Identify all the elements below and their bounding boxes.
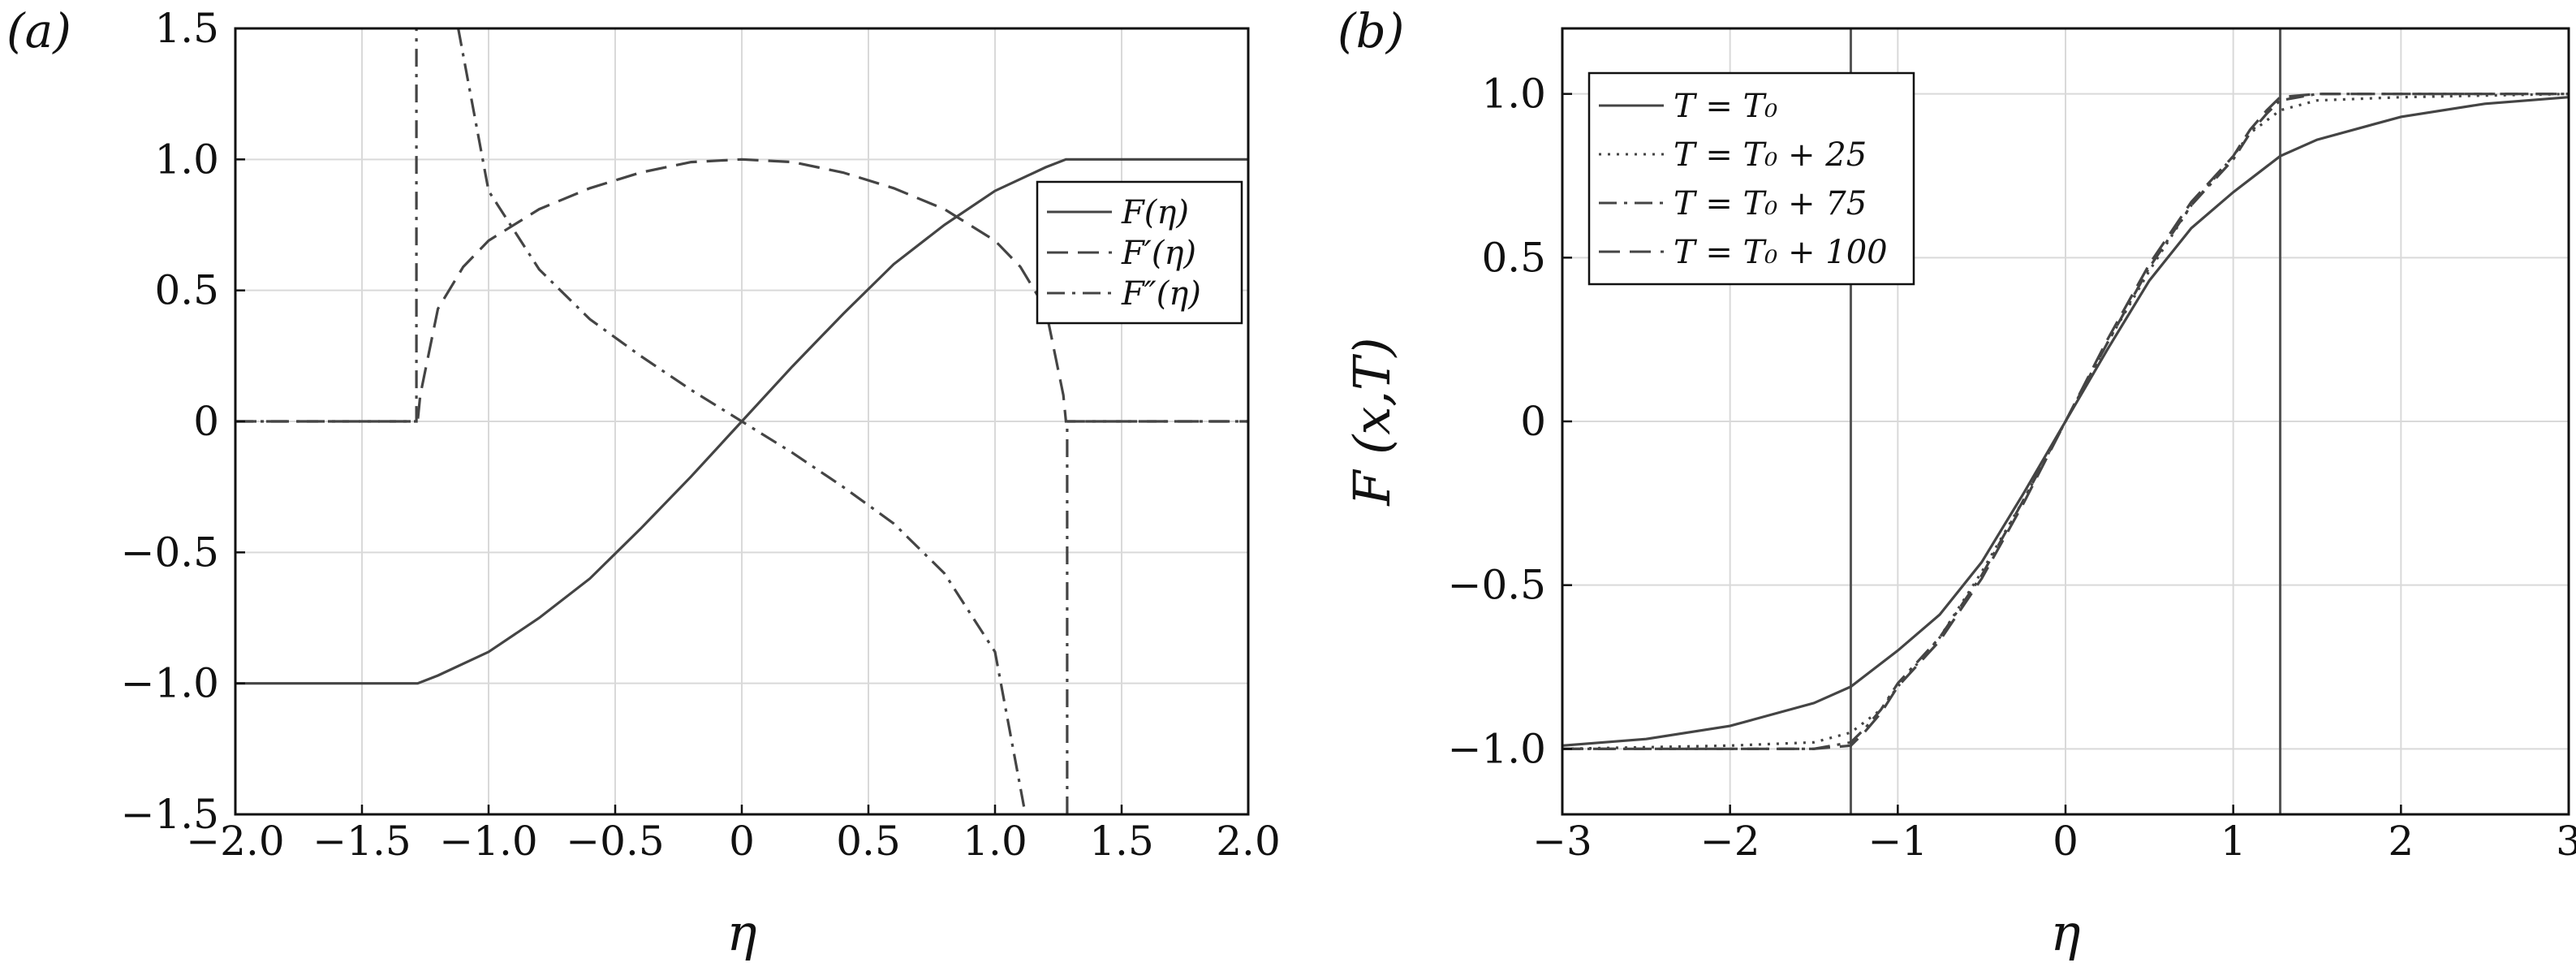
- panel-b-y-tick-label: 0.5: [1481, 234, 1546, 281]
- panel-b-legend-entry: T = T₀ + 100: [1674, 234, 1888, 271]
- panel-a-x-axis-label: η: [726, 903, 756, 962]
- panel-b-series-line-3: [1562, 93, 2569, 750]
- panel-b-y-tick-label: 0: [1520, 398, 1546, 445]
- panel-b-x-tick-label: −1: [1867, 818, 1928, 865]
- panel-b-y-tick-label: −0.5: [1448, 562, 1546, 609]
- panel-a-y-tick-label: 1.5: [154, 5, 219, 52]
- panel-a-series-line-2: [235, 28, 1248, 814]
- panel-b-legend-entry: T = T₀: [1674, 88, 1777, 125]
- panel-a-y-tick-label: −0.5: [121, 529, 219, 576]
- panel-b: (b) −3 −2 −1 0 1 2 3−1.0−0.500.51.0 η F (x,T) …: [1338, 3, 2576, 962]
- panel-b-x-axis-label: η: [2050, 903, 2080, 962]
- panel-b-legend-entry: T = T₀ + 75: [1674, 185, 1867, 222]
- panel-b-x-tick-label: 3: [2556, 818, 2576, 865]
- panel-b-label: (b): [1338, 3, 1404, 58]
- panel-a-x-tick-label: 0.5: [836, 818, 901, 865]
- panel-a-legend-entry: F(η): [1121, 194, 1189, 231]
- panel-b-x-tick-label: 0: [2053, 818, 2078, 865]
- panel-b-x-tick-label: 1: [2221, 818, 2246, 865]
- panel-b-y-tick-label: 1.0: [1481, 71, 1546, 118]
- panel-a-x-tick-label: −1.0: [439, 818, 537, 865]
- panel-a-x-tick-label: 1.5: [1089, 818, 1154, 865]
- panel-a-y-tick-label: 0.5: [154, 267, 219, 314]
- panel-a-x-tick-label: 0: [729, 818, 755, 865]
- panel-b-y-tick-label: −1.0: [1448, 725, 1546, 772]
- panel-a-y-tick-label: 0: [193, 398, 219, 445]
- panel-a-y-tick-label: −1.5: [121, 791, 219, 838]
- panel-a-x-tick-label: −0.5: [566, 818, 664, 865]
- panel-a-legend-entry: F′(η): [1121, 235, 1196, 272]
- panel-b-x-tick-label: −3: [1532, 818, 1592, 865]
- panel-a-legend-box: [1036, 180, 1243, 325]
- panel-a-y-tick-label: −1.0: [121, 660, 219, 707]
- panel-a-label: (a): [6, 3, 71, 58]
- panel-a-y-tick-label: 1.0: [154, 136, 219, 183]
- panel-b-legend-box: [1587, 71, 1915, 286]
- panel-a: (a) −2.0 −1.5 −1.0 −0.5 0 0.5 1.0 1.5 2.0−1.5−1.…: [6, 3, 1281, 962]
- panel-b-y-axis-label: F (x,T): [1342, 337, 1402, 506]
- panel-b-legend-entry: T = T₀ + 25: [1674, 136, 1867, 174]
- panel-a-x-tick-label: 1.0: [963, 818, 1027, 865]
- panel-a-x-tick-label: −1.5: [312, 818, 411, 865]
- panel-b-x-tick-label: −2: [1700, 818, 1760, 865]
- panel-a-x-tick-label: 2.0: [1216, 818, 1281, 865]
- panel-a-legend-entry: F″(η): [1121, 275, 1201, 313]
- panel-b-series-line-2: [1562, 93, 2569, 750]
- panel-a-x-tick-label: −2.0: [186, 818, 284, 865]
- panel-b-x-tick-label: 2: [2388, 818, 2414, 865]
